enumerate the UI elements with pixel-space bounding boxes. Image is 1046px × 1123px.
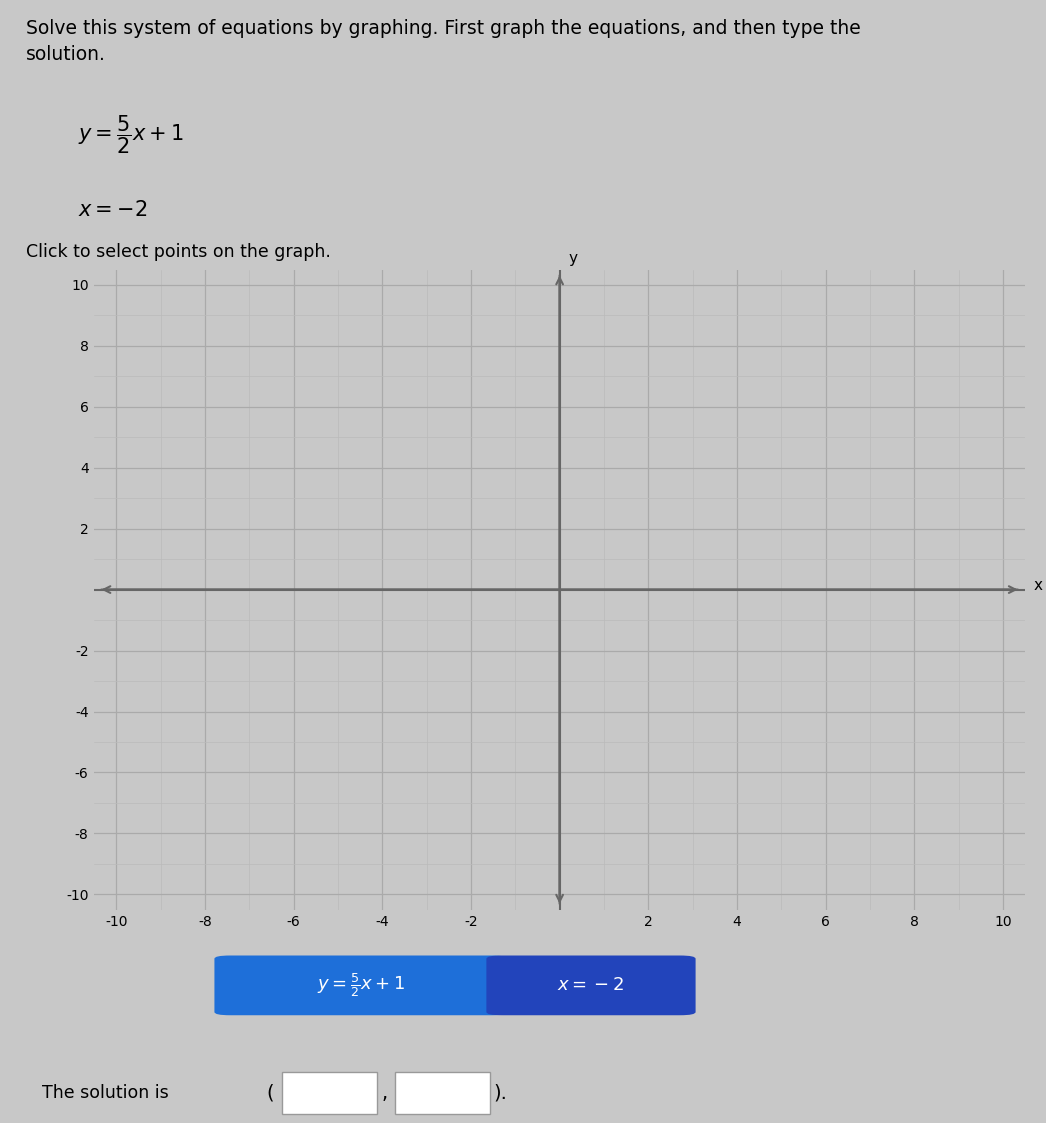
- Text: ).: ).: [494, 1084, 507, 1103]
- Text: Solve this system of equations by graphing. First graph the equations, and then : Solve this system of equations by graphi…: [26, 19, 861, 64]
- Text: $x = -2$: $x = -2$: [558, 976, 624, 994]
- Text: $x = {-}2$: $x = {-}2$: [78, 200, 147, 220]
- Text: (: (: [267, 1084, 274, 1103]
- Text: $y = \dfrac{5}{2}x + 1$: $y = \dfrac{5}{2}x + 1$: [78, 113, 184, 156]
- Text: The solution is: The solution is: [42, 1084, 168, 1102]
- Text: y: y: [568, 252, 577, 266]
- Text: Click to select points on the graph.: Click to select points on the graph.: [26, 244, 331, 262]
- Text: ,: ,: [382, 1084, 388, 1103]
- FancyBboxPatch shape: [486, 956, 696, 1015]
- FancyBboxPatch shape: [395, 1071, 490, 1114]
- FancyBboxPatch shape: [214, 956, 507, 1015]
- Text: x: x: [1033, 577, 1043, 593]
- Text: $y = \frac{5}{2}x + 1$: $y = \frac{5}{2}x + 1$: [317, 971, 405, 999]
- FancyBboxPatch shape: [282, 1071, 377, 1114]
